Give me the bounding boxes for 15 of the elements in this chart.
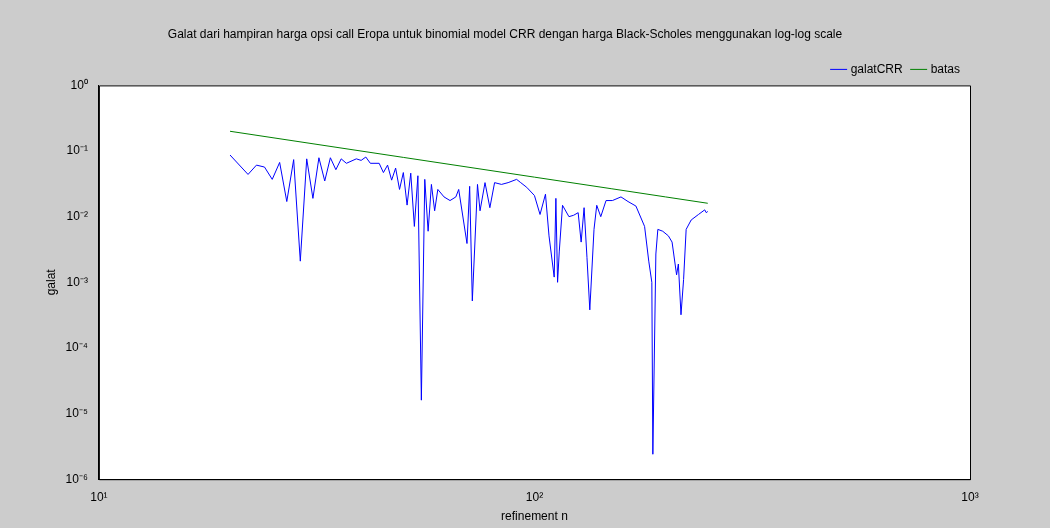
x-axis-title: refinement n [501, 509, 568, 524]
legend-label: galatCRR [850, 61, 903, 76]
x-tick-label: 10³ [961, 489, 979, 504]
y-axis-title: galat [43, 268, 58, 296]
legend-label: batas [930, 61, 960, 76]
y-tick-label: 10⁻⁴ [65, 340, 88, 355]
x-tick-label: 10¹ [90, 489, 108, 504]
y-tick-label: 10⁻¹ [66, 143, 88, 158]
y-tick-label: 10⁻³ [66, 274, 88, 289]
y-tick-label: 10⁰ [70, 77, 88, 92]
chart-title: Galat dari hampiran harga opsi call Eropa untuk binomial model CRR dengan harga Black-Scholes menggunakan log-log scale [167, 26, 843, 41]
x-tick-label: 10² [525, 489, 544, 504]
y-tick-label: 10⁻⁶ [65, 471, 88, 486]
y-tick-label: 10⁻⁵ [65, 405, 88, 420]
y-tick-label: 10⁻² [66, 208, 88, 223]
